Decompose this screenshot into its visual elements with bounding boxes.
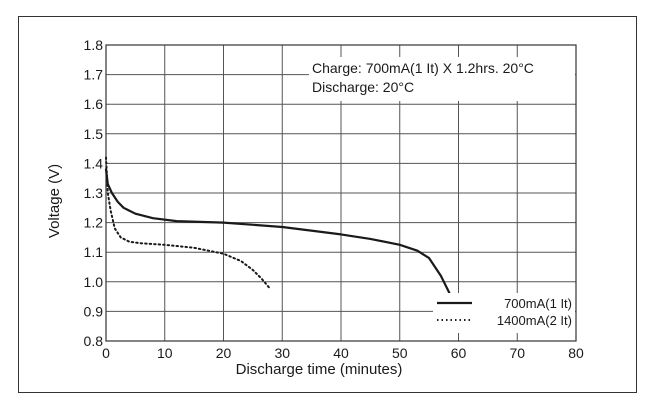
x-tick-label: 80 [568,345,584,361]
charge-condition-text: Charge: 700mA(1 It) X 1.2hrs. 20°C [312,60,534,76]
legend-label: 700mA(1 It) [504,296,572,311]
x-tick-label: 70 [509,345,525,361]
legend: 700mA(1 It) 1400mA(2 It) [433,293,575,333]
discharge-condition-text: Discharge: 20°C [312,79,414,95]
x-tick-label: 0 [102,345,110,361]
series-group [104,156,451,295]
y-tick-label: 0.8 [84,333,104,349]
y-tick-label: 0.9 [84,303,104,319]
y-tick-label: 1.7 [84,67,104,83]
y-tick-label: 1.0 [84,274,104,290]
conditions-note: Charge: 700mA(1 It) X 1.2hrs. 20°C Disch… [309,57,575,101]
x-tick-label: 60 [451,345,467,361]
y-tick-label: 1.8 [84,37,104,53]
y-tick-label: 1.5 [84,126,104,142]
x-tick-label: 30 [274,345,290,361]
y-tick-label: 1.3 [84,185,104,201]
x-tick-label: 50 [392,345,408,361]
tick-labels: 0 10 20 30 40 50 60 70 80 0.8 0.9 1.0 1.1 1.2 1.3 1.4 1.… [84,37,584,361]
discharge-chart: 0 10 20 30 40 50 60 70 80 0.8 0.9 1.0 1.1 1.2 1.3 1.4 1.… [46,37,584,378]
plot-border [105,44,577,342]
legend-label: 1400mA(2 It) [497,313,572,328]
x-tick-label: 10 [157,345,173,361]
y-axis-label: Voltage (V) [46,164,63,238]
y-tick-label: 1.1 [84,244,104,260]
legend-background [433,293,575,333]
y-tick-label: 1.2 [84,215,104,231]
x-tick-label: 40 [333,345,349,361]
y-tick-label: 1.6 [84,96,104,112]
chart-frame: 0 10 20 30 40 50 60 70 80 0.8 0.9 1.0 1.1 1.2 1.3 1.4 1.… [18,16,637,393]
x-tick-label: 20 [216,345,232,361]
series-line-700ma [104,168,451,295]
x-axis-label: Discharge time (minutes) [236,361,403,378]
conditions-note-background [309,57,575,101]
y-tick-label: 1.4 [84,155,104,171]
